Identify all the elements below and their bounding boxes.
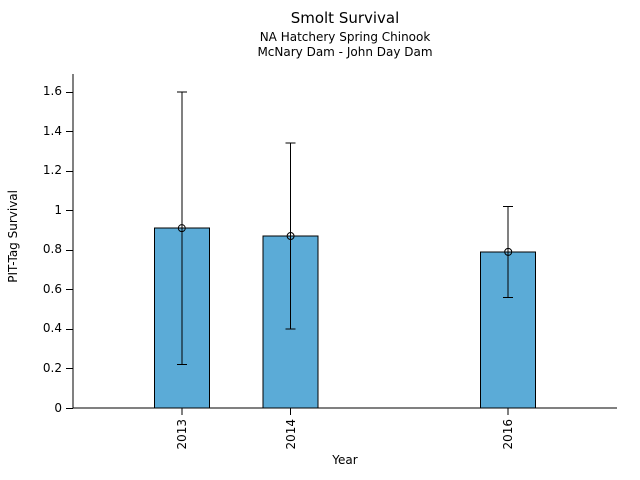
y-tick-label: 1 — [54, 202, 62, 217]
y-tick-label: 0.4 — [42, 321, 62, 336]
point-marker-2014 — [286, 232, 295, 241]
y-tick-label: 1.6 — [42, 84, 62, 99]
point-marker-2013 — [177, 224, 186, 233]
y-tick-label: 0 — [54, 400, 62, 415]
chart-subtitle-line1: NA Hatchery Spring Chinook — [259, 30, 431, 44]
y-tick-label: 0.2 — [42, 360, 62, 375]
y-tick-label: 0.6 — [42, 281, 62, 296]
y-tick-label: 0.8 — [42, 242, 62, 257]
x-tick-label-2016: 2016 — [501, 419, 516, 450]
chart-subtitle-line2: McNary Dam - John Day Dam — [257, 45, 433, 59]
x-axis-label: Year — [332, 453, 358, 467]
point-marker-2016 — [504, 247, 513, 256]
chart-title: Smolt Survival — [290, 9, 400, 27]
y-tick-label: 1.2 — [42, 163, 62, 178]
y-tick-label: 1.4 — [42, 123, 62, 138]
x-tick-label-2013: 2013 — [174, 419, 189, 450]
x-tick-label-2014: 2014 — [283, 419, 298, 450]
